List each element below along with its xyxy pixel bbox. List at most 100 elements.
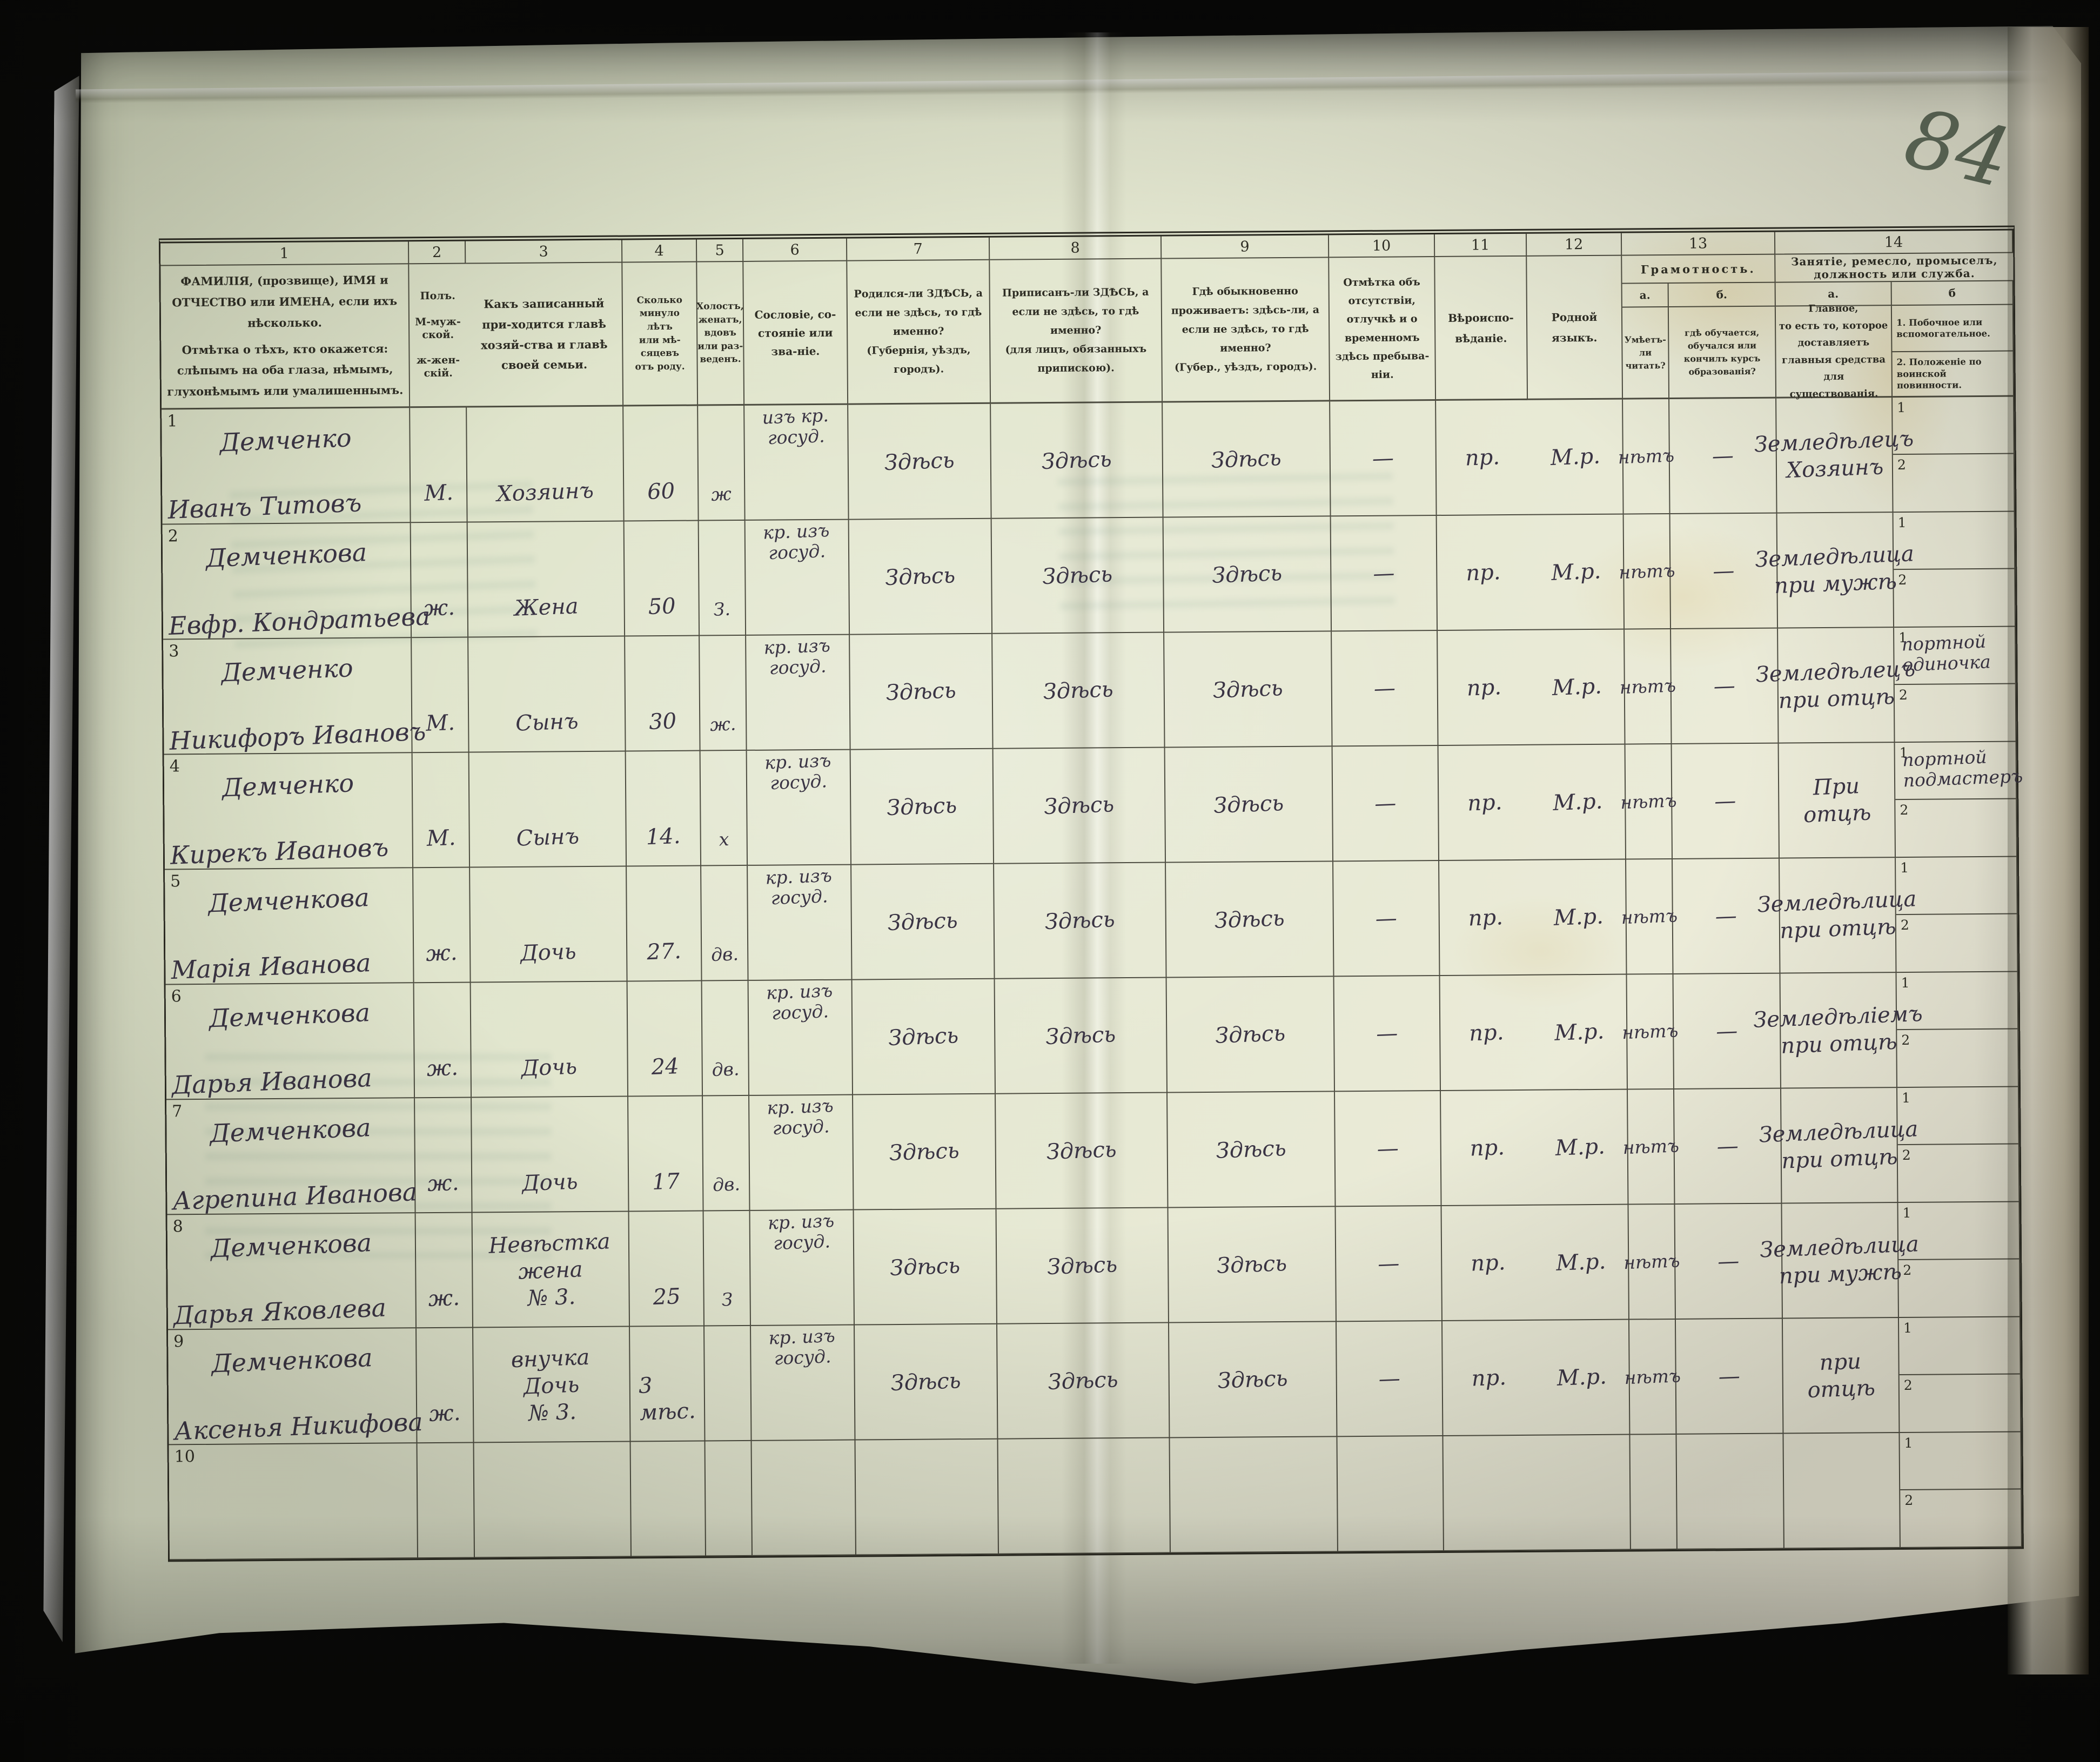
cell-absence: — [1331, 515, 1438, 632]
cell-occupation-main: при отцѣ [1782, 1318, 1900, 1434]
cell-birthplace: Здѣсь [848, 403, 992, 520]
cell-relation: Дочь [471, 981, 629, 1098]
side-occupation-subcell: 1 [1898, 1202, 2020, 1260]
subcell-label-2: 2 [1904, 1492, 1914, 1508]
cell-age: 14. [626, 751, 702, 867]
subcell-label-2: 2 [1900, 917, 1909, 933]
cell-relation: Дочь [472, 1097, 629, 1213]
header-birthplace: Родился-ли ЗДѢСЬ, а если не здѣсь, то гд… [847, 260, 991, 405]
header-occupation-military: 2. Положеніе по воинской повинности. [1892, 351, 2015, 398]
subcell-label-1: 1 [1897, 514, 1907, 531]
cell-occupation-side: 1 2 [1896, 972, 2019, 1088]
cell-marital [705, 1326, 752, 1442]
cell-registration: Здѣсь [994, 863, 1167, 979]
cell-occupation-side: 1 2 [1898, 1317, 2022, 1434]
side-occupation-subcell: 1 [1900, 1432, 2021, 1490]
cell-age [630, 1441, 706, 1557]
header-literacy-a-label: а. [1622, 283, 1669, 308]
military-status-subcell: 2 [1900, 1489, 2021, 1547]
cell-registration: Здѣсь [992, 633, 1165, 749]
cell-occupation-side: 1 2 [1893, 396, 2015, 513]
cell-absence: — [1336, 1321, 1444, 1437]
cell-registration: Здѣсь [996, 1093, 1169, 1209]
cell-literacy-read: нѣтъ [1622, 1089, 1680, 1205]
cell-religion: пр. [1438, 745, 1532, 861]
cell-sex: ж. [415, 1213, 474, 1329]
cell-residence: Здѣсь [1166, 977, 1336, 1093]
cell-occupation-side: 1 2 [1900, 1432, 2022, 1549]
cell-age: 60 [623, 406, 699, 522]
row-number: 7 [172, 1102, 183, 1121]
cell-age: 50 [624, 521, 700, 637]
header-literacy-b-label: б. [1668, 283, 1776, 307]
cell-occupation-main: Земледѣлица при отцѣ [1759, 1088, 1918, 1204]
cell-sex: М. [412, 637, 469, 754]
row-number: 3 [169, 642, 179, 661]
cell-relation: Сынъ [468, 636, 626, 753]
col-number-1: 1 [160, 241, 410, 266]
cell-birthplace: Здѣсь [855, 1324, 998, 1441]
given-name-handwriting: Кирекъ Ивановъ [169, 832, 390, 870]
cell-absence: — [1336, 1206, 1443, 1322]
cell-marital: х [700, 750, 748, 866]
cell-language: М.р. [1531, 859, 1627, 976]
col-number-12: 12 [1526, 233, 1622, 257]
cell-marital: ж. [700, 635, 747, 751]
given-name-handwriting: Дарья Иванова [171, 1062, 373, 1100]
col-number-13: 13 [1621, 232, 1776, 256]
cell-language: М.р. [1530, 744, 1627, 860]
cell-residence: Здѣсь [1166, 862, 1334, 978]
side-occupation-subcell: 1 [1893, 512, 2015, 570]
header-occupation-main: Главное, то есть то, которое доставляетъ… [1775, 303, 1893, 400]
cell-literacy-read: нѣтъ [1621, 974, 1679, 1090]
side-occupation-subcell: 1 портной подмастеръ [1895, 742, 2023, 800]
header-sex: Полъ. М-муж- ской. ж-жен- скій. [409, 264, 467, 408]
military-status-subcell: 2 [1897, 1029, 2018, 1087]
col-number-8: 8 [989, 236, 1162, 260]
cell-absence: — [1332, 630, 1439, 747]
cell-marital: ж [698, 405, 746, 521]
side-occupation-subcell: 1 [1893, 396, 2014, 455]
header-residence: Гдѣ обыкновенно проживаетъ: здѣсь-ли, а … [1162, 258, 1331, 403]
cell-occupation-main: Земледѣлецъ Хозяинъ [1754, 398, 1914, 514]
cell-literacy-read: нѣтъ [1621, 859, 1678, 975]
header-age: Сколько минуло лѣтъ или мѣ- сяцевъ отъ р… [622, 262, 699, 407]
col-number-4: 4 [622, 239, 697, 263]
cell-registration: Здѣсь [991, 402, 1164, 519]
cell-age: 24 [627, 981, 703, 1097]
subcell-label-1: 1 [1903, 1320, 1913, 1336]
header-religion: Вѣроиспо- вѣданіе. [1435, 256, 1528, 401]
header-occupation-b-label: б [1891, 281, 2014, 306]
side-occupation-subcell: 1 портной одиночка [1894, 627, 2015, 685]
military-status-subcell: 2 [1900, 1374, 2021, 1432]
cell-religion: пр. [1441, 1205, 1534, 1321]
cell-registration: Здѣсь [996, 1208, 1169, 1324]
cell-name: 3 Демченко Никифоръ Ивановъ [163, 638, 426, 755]
cell-religion: пр. [1438, 630, 1531, 746]
cell-occupation-side: 1 2 [1893, 512, 2016, 628]
military-status-subcell: 2 [1896, 914, 2017, 972]
cell-sex: М. [410, 407, 468, 523]
cell-name: 5 Демченкова Марія Иванова [165, 868, 414, 985]
cell-occupation-side: 1 2 [1898, 1202, 2021, 1319]
col-number-14: 14 [1775, 230, 2014, 255]
row-number: 9 [173, 1332, 184, 1351]
header-relation: Какъ записанный при-ходится главѣ хозяй-… [466, 263, 624, 408]
cell-literacy-read: нѣтъ [1619, 629, 1676, 745]
cell-estate [752, 1440, 856, 1556]
cell-birthplace: Здѣсь [853, 1094, 997, 1210]
cell-language: М.р. [1533, 1090, 1629, 1206]
cell-occupation-side: 1 2 [1896, 857, 2018, 973]
cell-literacy-education: — [1675, 1319, 1784, 1435]
given-name-handwriting: Евфр. Кондратьева [167, 601, 431, 641]
col-number-11: 11 [1434, 233, 1527, 258]
cell-estate: изъ кр. госуд. [744, 405, 849, 521]
surname-handwriting: Демченко [220, 653, 354, 688]
header-marital: Холостъ, женатъ, вдовъ или раз- веденъ. [696, 261, 745, 406]
cell-marital [705, 1441, 753, 1557]
paper-sheet [75, 26, 2081, 1684]
cell-occupation-main [1783, 1433, 1901, 1549]
cell-residence: Здѣсь [1163, 516, 1332, 633]
